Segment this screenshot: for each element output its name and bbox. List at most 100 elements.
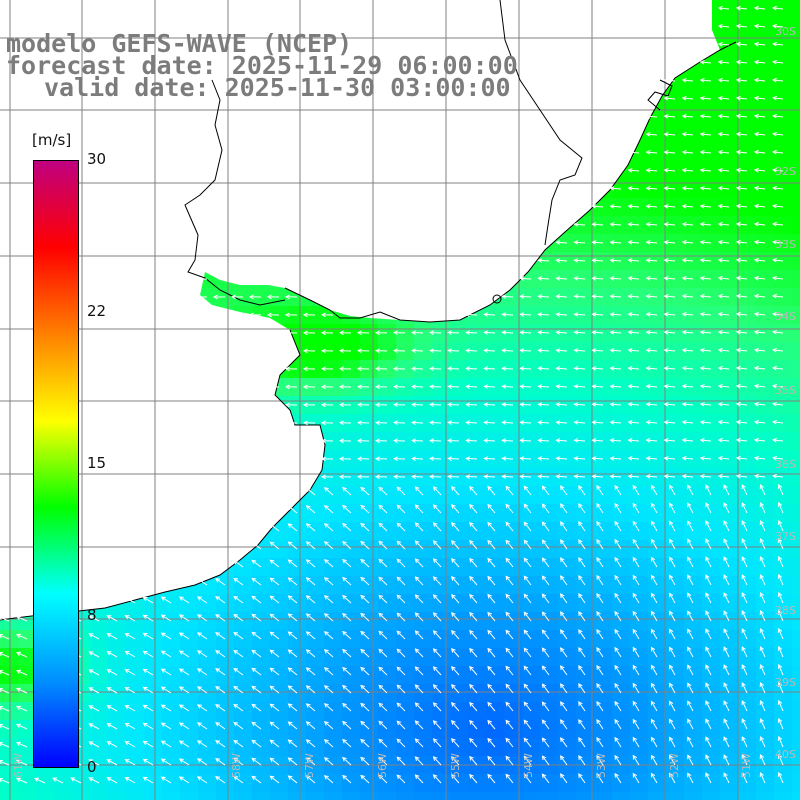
wind-arrow xyxy=(771,383,784,389)
wind-arrow xyxy=(717,59,730,65)
wind-arrow xyxy=(753,275,766,281)
argentina-coastline xyxy=(0,329,326,621)
colorbar-tick-0: 0 xyxy=(87,758,97,776)
wind-arrow xyxy=(771,203,784,209)
wind-arrow xyxy=(717,95,730,101)
wind-arrow xyxy=(699,167,712,173)
wind-arrow xyxy=(321,384,334,390)
speed-cell xyxy=(792,702,800,720)
wind-arrow xyxy=(735,149,748,155)
wind-arrow xyxy=(717,347,730,353)
wind-arrow xyxy=(591,294,604,299)
wind-arrow xyxy=(627,222,640,227)
wind-arrow xyxy=(573,312,586,317)
wind-arrow xyxy=(302,366,316,372)
speed-cell xyxy=(792,54,800,72)
wind-arrow xyxy=(717,23,730,29)
speed-cell xyxy=(792,90,800,108)
lon-label: 55W xyxy=(449,753,462,778)
wind-arrow xyxy=(447,348,460,353)
speed-cell xyxy=(792,468,800,486)
speed-cell xyxy=(792,324,800,342)
wind-arrow xyxy=(717,167,730,173)
wind-arrow xyxy=(699,275,712,281)
wind-arrow xyxy=(339,384,352,390)
speed-cell xyxy=(792,18,800,36)
wind-arrow xyxy=(519,294,532,299)
wind-arrow xyxy=(266,384,280,390)
wind-arrow xyxy=(681,275,694,281)
wind-arrow xyxy=(645,294,658,299)
wind-arrow xyxy=(681,383,694,389)
wind-arrow xyxy=(771,275,784,281)
wind-arrow xyxy=(375,330,388,336)
wind-arrow xyxy=(681,95,694,101)
wind-arrow xyxy=(663,203,676,209)
speed-cell xyxy=(180,792,198,800)
wind-arrow xyxy=(699,77,712,83)
wind-arrow xyxy=(465,348,478,353)
wind-arrow xyxy=(717,41,730,47)
wind-arrow xyxy=(735,23,748,29)
wind-arrow xyxy=(735,131,748,137)
wind-arrow xyxy=(663,311,676,317)
speed-cell xyxy=(468,792,486,800)
wind-arrow xyxy=(645,132,658,137)
wind-arrow xyxy=(771,5,784,11)
wind-arrow xyxy=(591,258,604,263)
lagoon-border xyxy=(499,0,583,246)
wind-arrow xyxy=(609,384,622,389)
speed-cell xyxy=(666,792,684,800)
speed-cell xyxy=(792,522,800,540)
wind-arrow xyxy=(555,258,568,263)
wind-arrow xyxy=(357,348,370,354)
speed-cell xyxy=(792,108,800,126)
speed-cell xyxy=(540,792,558,800)
wind-arrow xyxy=(753,149,766,155)
wind-arrow xyxy=(699,149,712,155)
bay-outline xyxy=(647,79,673,111)
wind-arrow xyxy=(609,366,622,371)
wind-arrow xyxy=(591,330,604,335)
wind-arrow xyxy=(681,185,694,191)
wind-arrow xyxy=(771,239,784,245)
wind-arrow xyxy=(393,348,406,354)
speed-cell xyxy=(306,792,324,800)
speed-cell xyxy=(198,792,216,800)
speed-cell xyxy=(702,792,720,800)
wind-arrow xyxy=(753,257,766,263)
wind-arrow xyxy=(609,204,622,209)
wind-arrow xyxy=(537,294,550,299)
wind-arrow xyxy=(645,240,658,245)
wind-arrow xyxy=(771,329,784,335)
wind-arrow xyxy=(519,330,532,335)
wind-arrow xyxy=(717,311,730,317)
wind-arrow xyxy=(663,257,676,263)
wind-arrow xyxy=(501,348,514,353)
speed-cell xyxy=(522,792,540,800)
wind-arrow xyxy=(717,293,730,299)
atlantic-coastline xyxy=(284,41,737,323)
speed-cell xyxy=(720,792,738,800)
wind-arrow xyxy=(411,384,424,390)
wind-arrow xyxy=(753,221,766,227)
wind-arrow xyxy=(717,383,730,389)
wind-arrow xyxy=(591,276,604,281)
speed-cell xyxy=(450,792,468,800)
wind-arrow xyxy=(681,239,694,245)
lon-label: 54W xyxy=(522,753,535,778)
colorbar-tick-22: 22 xyxy=(87,302,107,320)
wind-arrow xyxy=(519,312,532,317)
wind-arrow xyxy=(284,384,298,390)
wind-arrow xyxy=(519,348,532,353)
wind-arrow xyxy=(681,221,694,227)
speed-cell xyxy=(792,774,800,792)
speed-cell xyxy=(648,792,666,800)
wind-arrow xyxy=(681,131,694,137)
wind-arrow xyxy=(735,293,748,299)
wind-arrow xyxy=(302,384,316,390)
speed-cell xyxy=(756,792,774,800)
wind-arrow xyxy=(771,167,784,173)
wind-arrow xyxy=(555,294,568,299)
wind-arrow xyxy=(699,329,712,335)
